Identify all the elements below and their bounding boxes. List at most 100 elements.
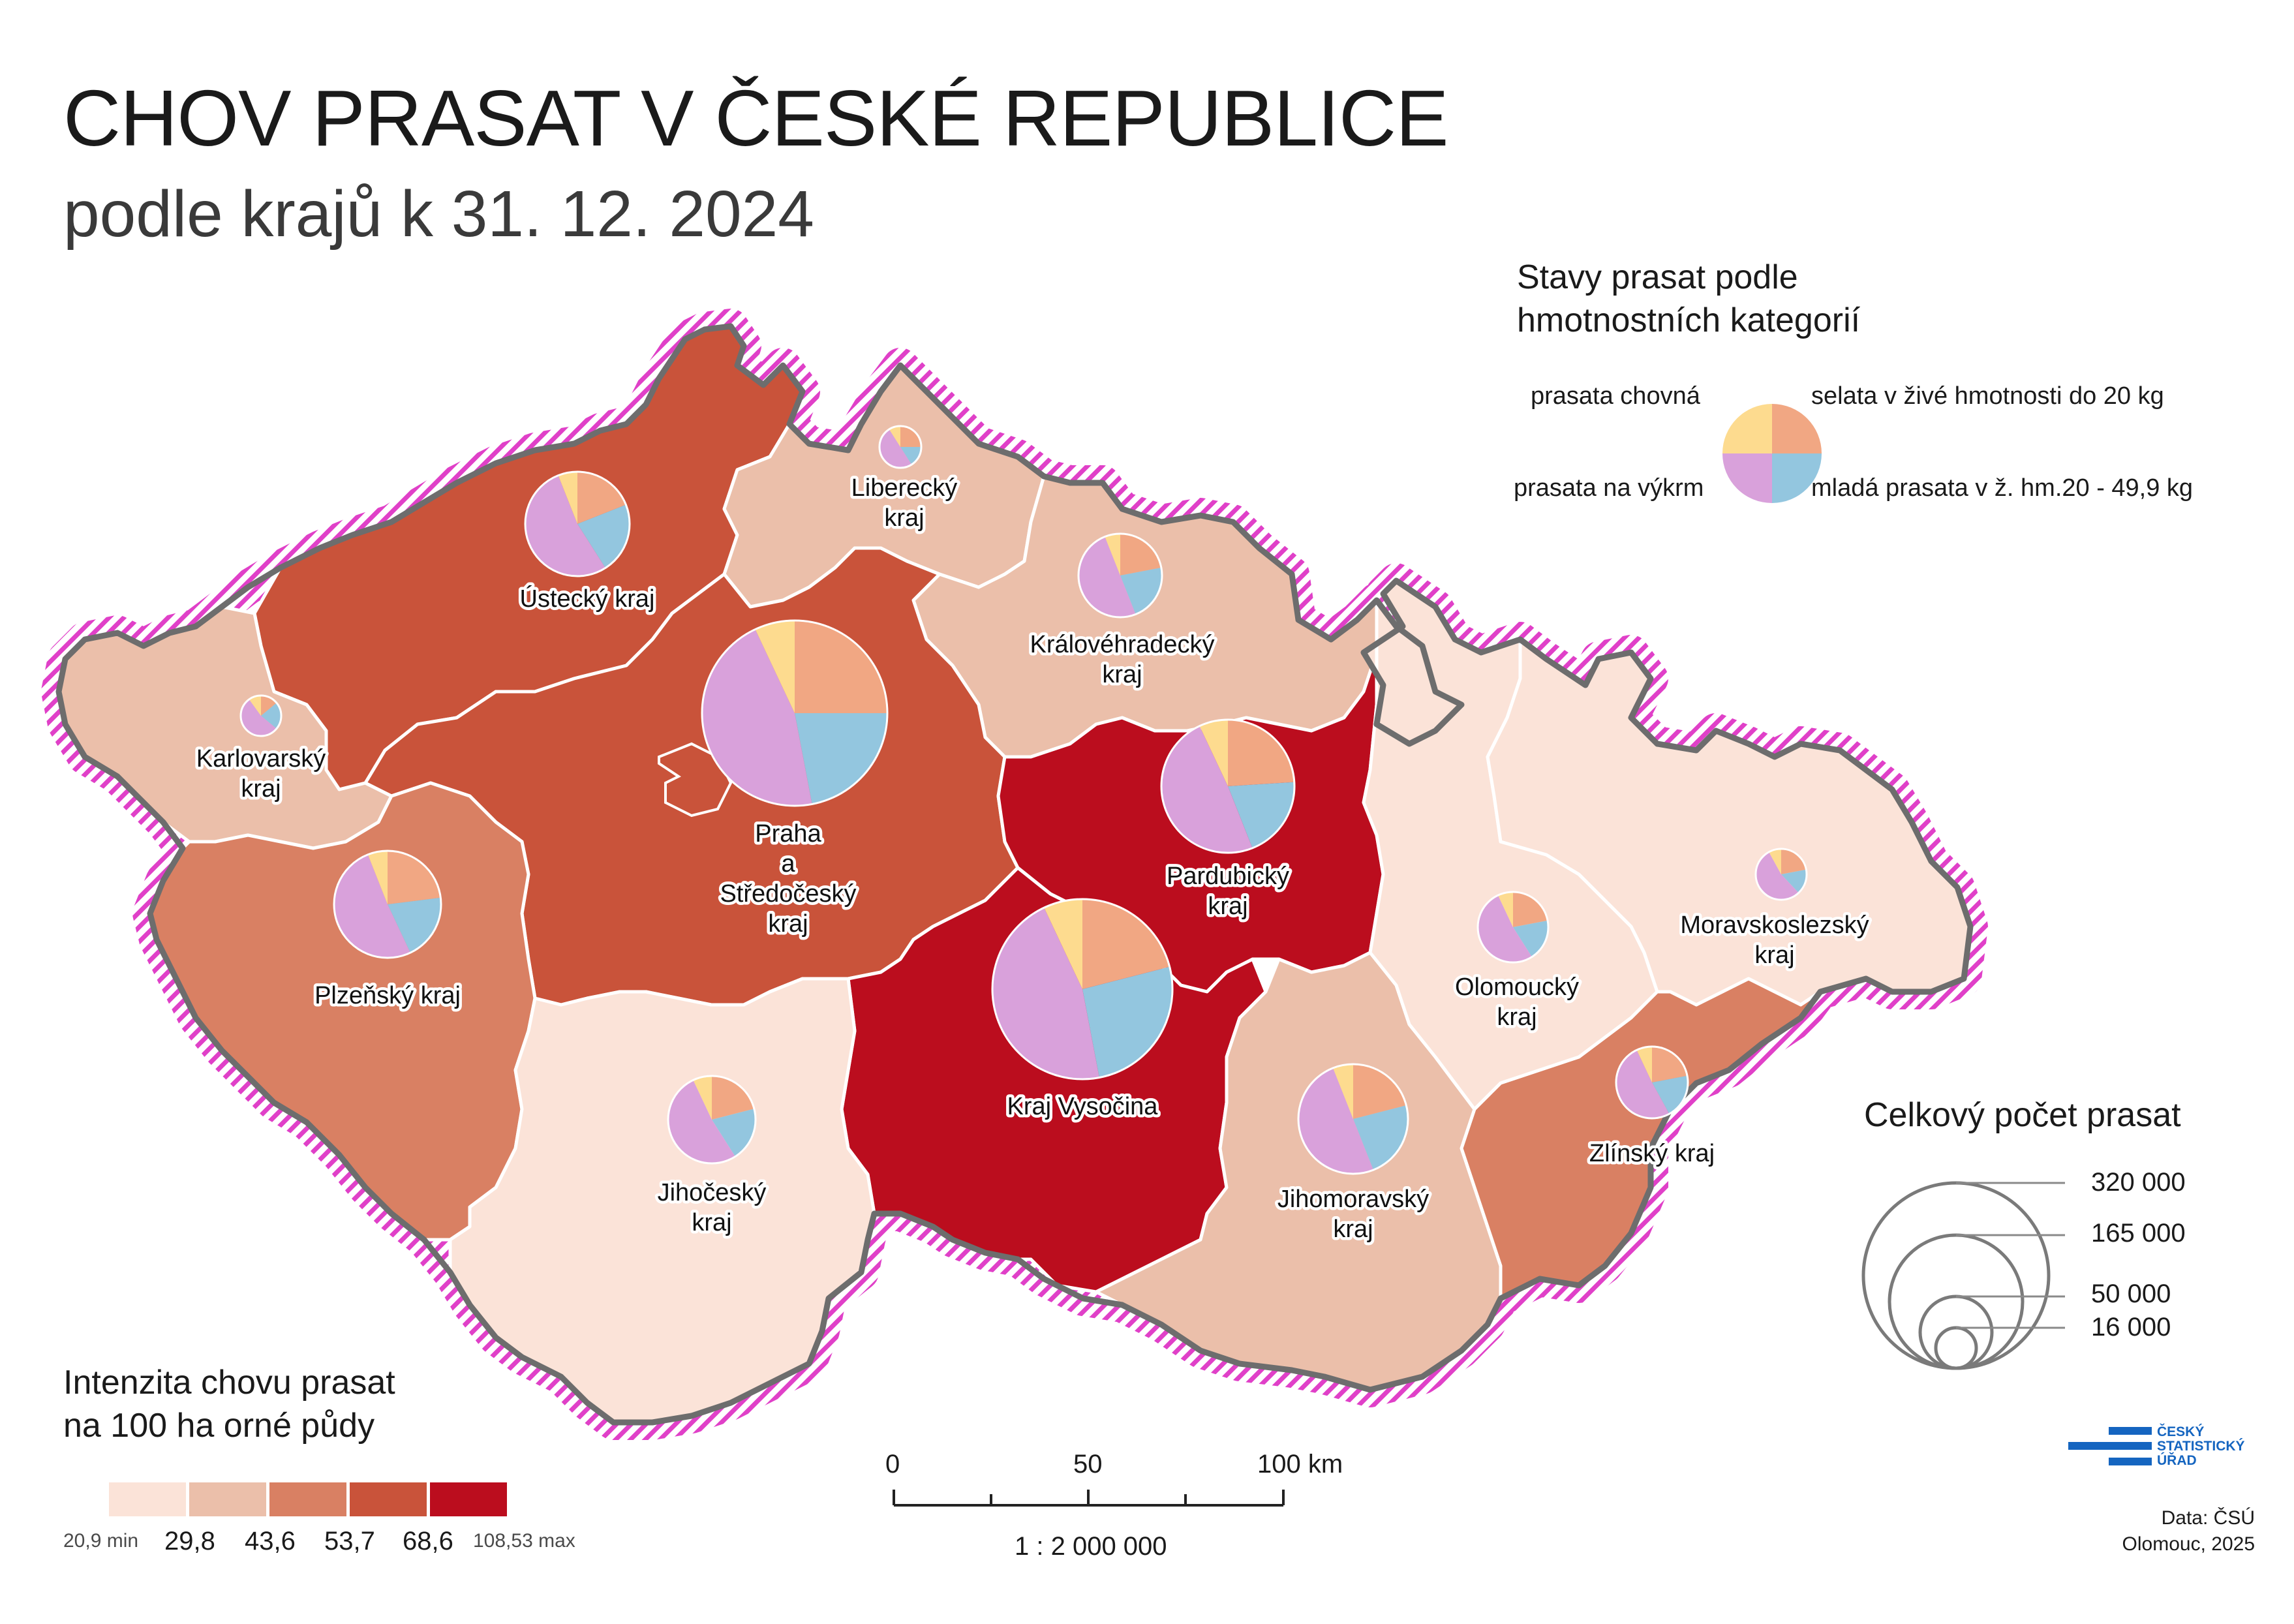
pie-slice-prasata-chovna [1044,899,1082,989]
size-legend-circles [1861,1181,2051,1370]
pie-ustecky[interactable] [524,470,631,577]
region-label-line: kraj [1102,661,1142,688]
pie-slice-selata [1652,1047,1688,1082]
region-label-line: kraj [1333,1216,1373,1243]
pie-slice-selata [795,620,887,713]
pie-olomoucky[interactable] [1476,891,1550,964]
pie-slice-prasata-chovna [249,696,261,716]
pie-karlovarsky[interactable] [239,694,283,737]
label-jihomoravsky: Jihomoravský kraj [1277,1186,1429,1243]
scale-bar [893,1490,1285,1507]
csu-logo: ČESKÝ STATISTICKÝ ÚŘAD [2157,1425,2245,1468]
pie-slice-selata [900,426,921,447]
pie-slice-prasata-chovna [693,1076,712,1120]
pie-slice-vykrm [701,629,812,806]
region-label-line: a [781,850,795,878]
logo-line-3: ÚŘAD [2157,1453,2197,1468]
intensity-swatch-1 [109,1482,186,1516]
pie-slice-mlada-prasata [1652,1075,1688,1114]
label-olomoucky: Olomoucký kraj [1455,973,1579,1031]
label-moravskoslezsky: Moravskoslezský kraj [1680,912,1869,969]
pie-outline [1160,718,1296,854]
pie-slice-vykrm [879,429,912,468]
intensity-break-4: 68,6 [403,1527,453,1555]
pie-outline [991,898,1174,1080]
region-label-line: Liberecký [851,474,958,502]
pie-slice-prasata-chovna [1636,1047,1652,1082]
pie-outline [1754,848,1808,901]
country-outline [55,323,1974,1426]
intensity-min-label: 20,9 min [63,1530,139,1552]
pie-slice-prasata-chovna [755,620,795,713]
scale-tick-0: 0 [885,1450,900,1478]
size-label-50000: 50 000 [2091,1279,2171,1308]
praha-outline [658,742,733,818]
pie-liberecky[interactable] [878,425,923,469]
region-label-line: Zlínský kraj [1589,1140,1715,1167]
region-label-line: Ústecký kraj [520,585,655,613]
credit-data: Data: ČSÚ [2161,1507,2255,1529]
legend-label-mlada-prasata: mladá prasata v ž. hm.20 - 49,9 kg [1811,474,2194,502]
pie-slice-vykrm [525,475,605,577]
pie-slice-selata [712,1076,754,1120]
pie-outline [239,694,283,737]
label-vysocina: Kraj Vysočina [1007,1093,1159,1120]
category-legend-title: Stavy prasat podle hmotnostních kategori… [1517,256,1860,342]
region-label-line: kraj [1208,893,1247,920]
pie-slice-selata [1082,899,1170,989]
pie-jihocesky[interactable] [667,1075,757,1165]
pie-outline [701,619,889,807]
pie-slice-vykrm [333,854,410,958]
region-label-line: Karlovarský [196,745,326,773]
pie-slice-prasata-chovna [1498,892,1513,927]
pie-slice-mlada-prasata [795,713,887,804]
label-pardubicky: Pardubický kraj [1167,863,1289,920]
pie-jihomoravsky[interactable] [1297,1063,1409,1175]
pie-moravskoslezsky[interactable] [1754,848,1808,901]
size-legend-leaders [1956,1182,2065,1329]
size-legend-title: Celkový počet prasat [1864,1096,2181,1134]
pie-slice-prasata-chovna [889,426,900,447]
label-zlinsky: Zlínský kraj [1589,1140,1715,1167]
category-legend-title-line-1: Stavy prasat podle [1517,258,1798,296]
pie-outline [878,425,923,469]
pie-slice-selata [388,851,441,904]
pie-plzensky[interactable] [333,850,442,959]
pie-kralovehradecky[interactable] [1077,532,1163,619]
legend-label-prasata-chovna: prasata chovná [1531,382,1700,410]
pie-slice-selata [1228,720,1294,786]
label-layer: Ústecký kraj Liberecký kraj Královéhradec… [193,472,1872,1246]
region-label-line: Moravskoslezský [1680,912,1869,939]
pie-slice-vykrm [1298,1067,1373,1174]
intensity-swatch-5 [430,1482,507,1516]
pie-slice-mlada-prasata [1781,869,1807,893]
intensity-legend-title-line-2: na 100 ha orné půdy [63,1407,375,1445]
region-label-line: kraj [692,1209,731,1236]
category-legend-pie [1722,404,1822,503]
pie-praha-stredocesky[interactable] [701,619,889,807]
pie-slice-prasata-chovna [1199,720,1228,786]
pie-slice-prasata-chovna [367,851,388,904]
region-label-line: kraj [884,504,924,532]
pie-slice-mlada-prasata [712,1109,756,1157]
pie-zlinsky[interactable] [1615,1045,1689,1120]
region-label-line: kraj [241,775,281,803]
pie-slice-prasata-chovna [1333,1064,1353,1119]
pie-outline [333,850,442,959]
intensity-swatch-2 [189,1482,266,1516]
pie-outline [1476,891,1550,964]
pie-pardubicky[interactable] [1160,718,1296,854]
pie-vysocina[interactable] [991,898,1174,1080]
pie-slice-selata [1513,892,1548,927]
region-label-line: Praha [755,820,821,848]
region-label-line: Královéhradecký [1030,631,1214,658]
region-label-line: Olomoucký [1455,973,1579,1001]
csu-logo-bars [2068,1427,2152,1465]
intensity-legend-title: Intenzita chovu prasat na 100 ha orné pů… [63,1361,395,1447]
pie-slice-selata [1120,534,1161,575]
intensity-swatch-4 [350,1482,427,1516]
legend-label-vykrm: prasata na výkrm [1514,474,1704,502]
scale-ratio: 1 : 2 000 000 [1015,1532,1167,1561]
pie-layer [239,425,1808,1175]
